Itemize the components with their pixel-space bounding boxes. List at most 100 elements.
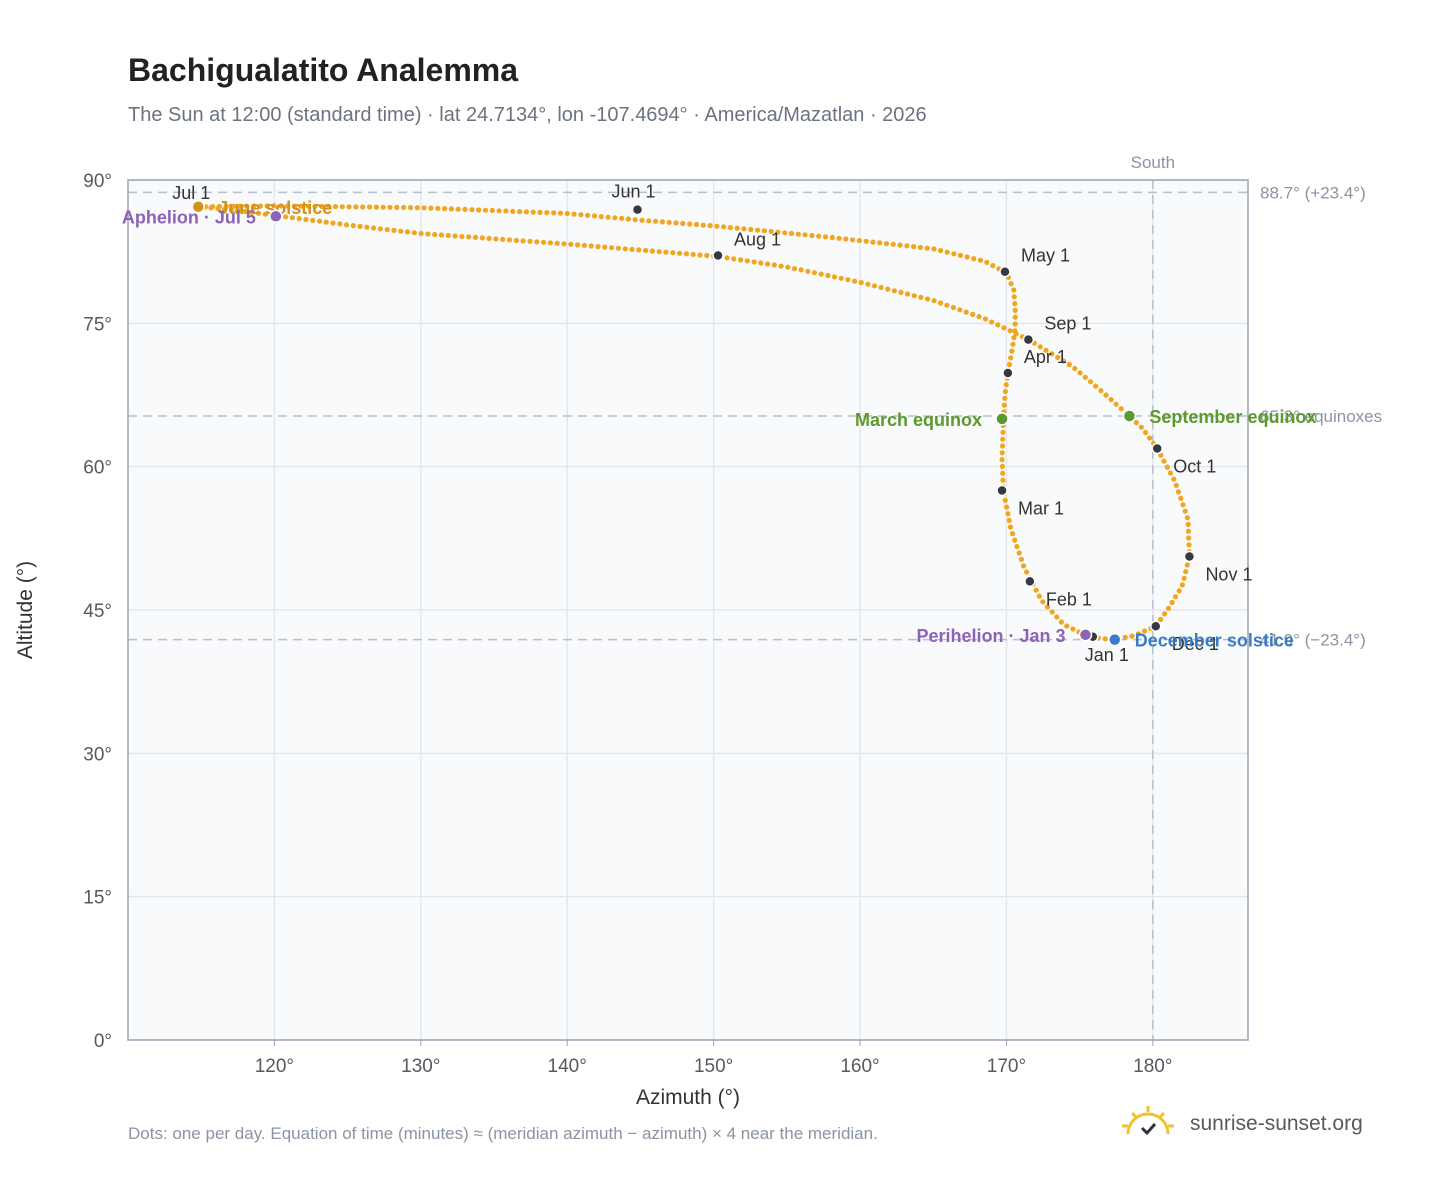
x-tick-label: 150° bbox=[694, 1056, 733, 1077]
month-label: Nov 1 bbox=[1205, 564, 1252, 584]
daily-sun-position bbox=[1001, 325, 1007, 331]
daily-sun-position bbox=[885, 286, 891, 292]
daily-sun-position bbox=[950, 304, 957, 311]
daily-sun-position bbox=[605, 214, 611, 220]
daily-sun-position bbox=[339, 204, 345, 210]
daily-sun-position bbox=[1016, 550, 1022, 556]
daily-sun-position bbox=[421, 205, 427, 211]
daily-sun-position bbox=[595, 244, 601, 250]
daily-sun-position bbox=[343, 222, 350, 228]
daily-sun-position bbox=[1049, 609, 1055, 615]
daily-sun-position bbox=[237, 203, 243, 209]
daily-sun-position bbox=[289, 215, 295, 221]
daily-sun-position bbox=[751, 259, 757, 265]
daily-sun-position bbox=[1077, 370, 1083, 376]
daily-sun-position bbox=[1087, 379, 1094, 385]
daily-sun-position bbox=[714, 223, 720, 229]
daily-sun-position bbox=[1012, 321, 1018, 327]
month-marker bbox=[712, 249, 724, 262]
daily-sun-position bbox=[373, 204, 379, 210]
daily-sun-position bbox=[316, 218, 323, 224]
x-tick-label: 160° bbox=[840, 1056, 879, 1077]
daily-sun-position bbox=[364, 224, 370, 230]
daily-sun-position bbox=[1011, 294, 1017, 300]
daily-sun-position bbox=[251, 203, 257, 209]
daily-sun-position bbox=[1173, 594, 1179, 600]
daily-sun-position bbox=[1006, 361, 1013, 368]
daily-sun-position bbox=[1142, 628, 1148, 634]
daily-sun-position bbox=[244, 203, 250, 209]
daily-sun-position bbox=[530, 209, 536, 215]
daily-sun-position bbox=[1002, 497, 1008, 503]
month-marker bbox=[1002, 367, 1014, 379]
daily-sun-position bbox=[1158, 452, 1164, 458]
daily-sun-position bbox=[407, 205, 414, 211]
x-tick-label: 130° bbox=[401, 1056, 440, 1077]
daily-sun-position bbox=[775, 229, 781, 235]
daily-sun-position bbox=[1007, 328, 1013, 334]
month-marker bbox=[1151, 442, 1163, 455]
daily-sun-position bbox=[438, 232, 445, 238]
daily-sun-position bbox=[303, 216, 309, 223]
daily-sun-position bbox=[1000, 470, 1006, 476]
daily-sun-position bbox=[765, 261, 771, 267]
month-marker bbox=[1022, 333, 1035, 346]
daily-sun-position bbox=[989, 319, 995, 325]
daily-sun-position bbox=[964, 254, 970, 260]
daily-sun-position bbox=[1001, 402, 1007, 408]
daily-sun-position bbox=[435, 205, 441, 211]
daily-sun-position bbox=[1129, 633, 1135, 639]
axis-ticks: 120° 130° 140° 150° 160° 170° 180° 0° 15° 30° 45° 6… bbox=[83, 171, 1172, 1077]
daily-sun-position bbox=[809, 232, 815, 239]
daily-sun-position bbox=[462, 206, 468, 212]
daily-sun-position bbox=[957, 252, 964, 258]
x-tick-label: 140° bbox=[548, 1056, 587, 1077]
daily-sun-position bbox=[330, 220, 336, 226]
daily-sun-position bbox=[1181, 575, 1187, 581]
daily-sun-position bbox=[1173, 482, 1179, 488]
daily-sun-position bbox=[1012, 301, 1018, 307]
daily-sun-position bbox=[312, 203, 318, 209]
daily-sun-position bbox=[257, 203, 263, 209]
daily-sun-position bbox=[1060, 358, 1067, 364]
daily-sun-position bbox=[337, 221, 343, 227]
daily-sun-position bbox=[805, 268, 811, 274]
daily-sun-position bbox=[298, 203, 304, 209]
daily-sun-position bbox=[305, 203, 311, 209]
daily-sun-position bbox=[663, 249, 669, 255]
daily-sun-position bbox=[1000, 436, 1006, 442]
daily-sun-position bbox=[843, 236, 849, 242]
month-label: May 1 bbox=[1021, 246, 1070, 266]
x-axis-label: Azimuth (°) bbox=[636, 1086, 740, 1109]
reference-line-label: 41.9° (−23.4°) bbox=[1260, 631, 1366, 650]
daily-sun-position bbox=[1138, 424, 1144, 430]
daily-sun-position bbox=[1000, 477, 1006, 483]
daily-sun-position bbox=[963, 309, 969, 315]
daily-sun-position bbox=[1082, 374, 1088, 380]
brand[interactable]: sunrise-sunset.org bbox=[1120, 1102, 1400, 1148]
daily-sun-position bbox=[1179, 582, 1185, 588]
daily-sun-position bbox=[1182, 508, 1188, 514]
sun-logo-icon bbox=[1122, 1106, 1174, 1136]
daily-sun-position bbox=[1058, 619, 1064, 625]
daily-sun-position bbox=[971, 256, 977, 262]
daily-sun-position bbox=[995, 322, 1001, 328]
daily-sun-position bbox=[1010, 341, 1016, 347]
event-label: March equinox bbox=[855, 410, 982, 430]
event-marker bbox=[1122, 409, 1137, 423]
daily-sun-position bbox=[877, 240, 883, 246]
daily-sun-position bbox=[670, 250, 676, 256]
month-markers: Jan 1 Feb 1 Mar 1 Apr 1 May 1 Jun 1 Jul 1 Aug 1… bbox=[172, 182, 1252, 665]
month-marker bbox=[631, 203, 644, 216]
month-label: Dec 1 bbox=[1172, 634, 1219, 654]
daily-sun-position bbox=[666, 219, 672, 225]
daily-sun-position bbox=[1102, 636, 1108, 642]
event-label: September equinox bbox=[1149, 407, 1316, 427]
daily-sun-position bbox=[588, 243, 594, 249]
daily-sun-position bbox=[1049, 351, 1055, 357]
daily-sun-position bbox=[391, 227, 397, 233]
daily-sun-position bbox=[332, 204, 338, 210]
analemma-dots bbox=[196, 203, 1192, 643]
month-marker bbox=[1024, 575, 1036, 588]
